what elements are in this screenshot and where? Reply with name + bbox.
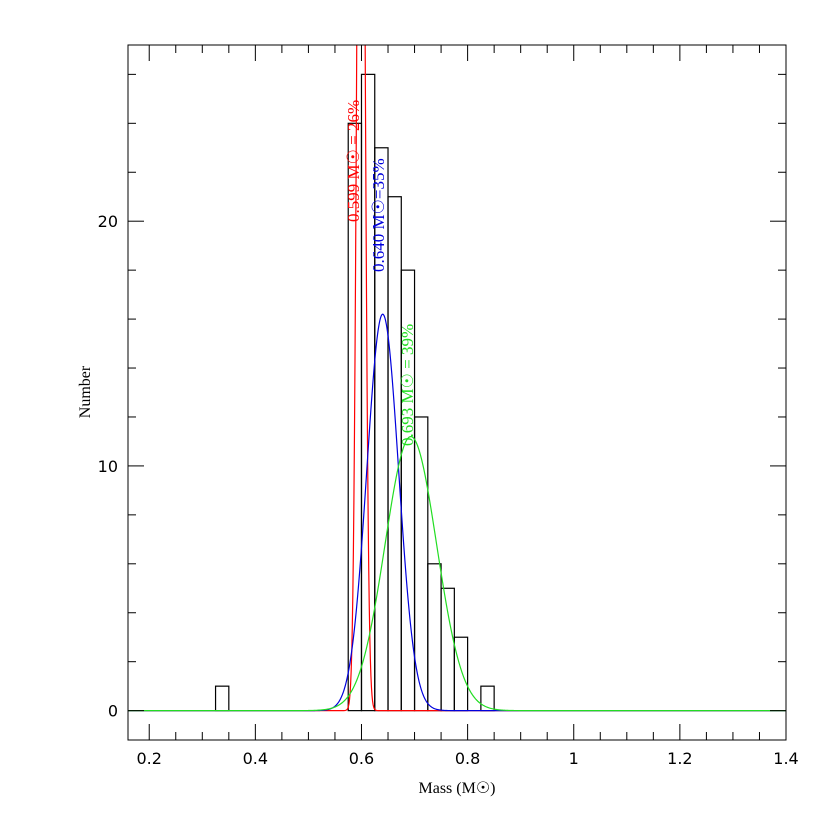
x-tick-label: 0.8 [455, 749, 480, 768]
histogram-bar [427, 563, 442, 712]
histogram-bar [387, 196, 402, 712]
histogram-bar [214, 685, 230, 712]
histogram-bar [440, 587, 455, 712]
x-tick-label: 1 [569, 749, 579, 768]
plot-area: 0.599 M☉ = 26% 0.640 M☉=35% 0.693 M☉ = 39% [128, 45, 786, 712]
y-tick-label: 10 [98, 457, 118, 476]
x-axis-label: Mass (M☉) [418, 780, 495, 797]
curve-annotation: 0.693 M☉ = 39% [398, 324, 417, 446]
gaussian-curve [128, 313, 786, 712]
curve-annotation: 0.640 M☉=35% [369, 158, 388, 272]
y-tick-label: 20 [98, 212, 118, 231]
x-tick-label: 0.6 [349, 749, 374, 768]
y-axis-label: Number [77, 365, 94, 418]
x-tick-label: 1.4 [773, 749, 798, 768]
gaussian-curve [128, 45, 786, 712]
gaussian-curve [128, 435, 786, 712]
curve-annotation: 0.599 M☉ = 26% [344, 100, 363, 222]
plot-frame [127, 44, 787, 741]
histogram-bar [453, 636, 469, 712]
x-tick-label: 0.2 [136, 749, 161, 768]
x-tick-label: 0.4 [243, 749, 268, 768]
x-tick-label: 1.2 [667, 749, 692, 768]
y-tick-label: 0 [108, 702, 118, 721]
